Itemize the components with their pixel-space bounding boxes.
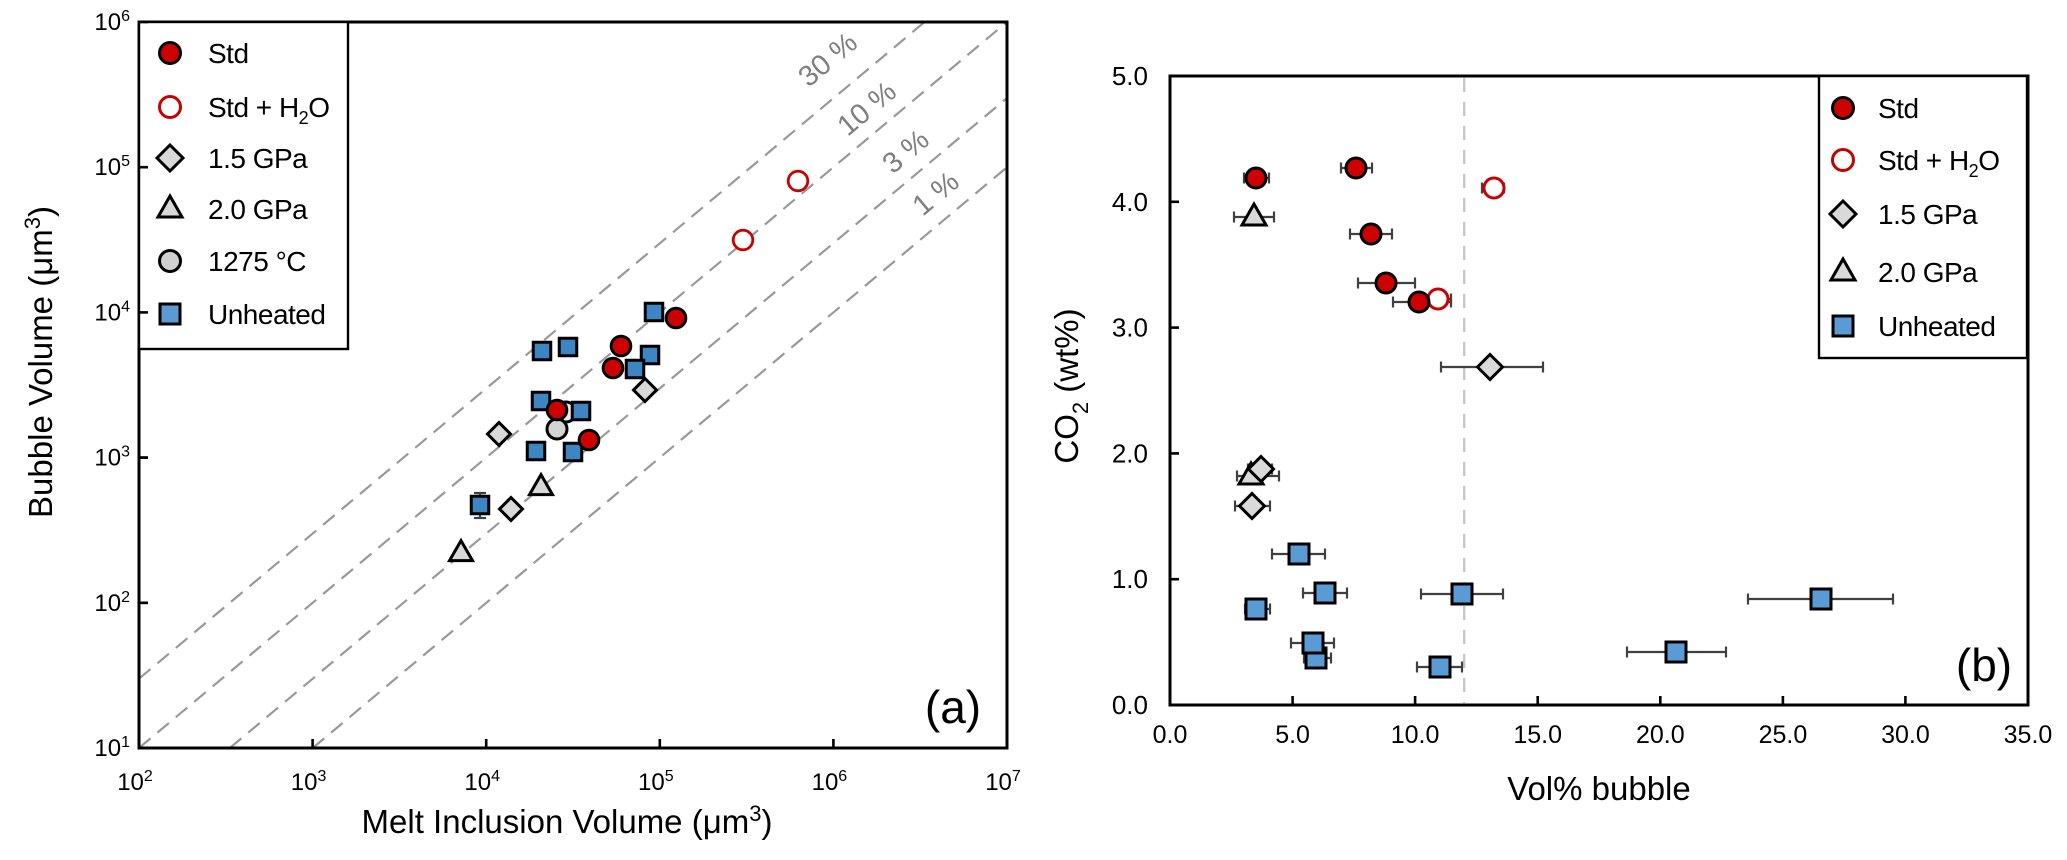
svg-text:5.0: 5.0 xyxy=(1275,721,1310,749)
svg-text:2.0: 2.0 xyxy=(1112,438,1148,468)
svg-text:35.0: 35.0 xyxy=(2004,721,2053,749)
svg-text:Unheated: Unheated xyxy=(1878,311,1995,342)
svg-text:1.0: 1.0 xyxy=(1112,564,1148,594)
svg-text:Unheated: Unheated xyxy=(208,299,325,330)
svg-text:Std: Std xyxy=(208,38,249,69)
svg-text:15.0: 15.0 xyxy=(1513,721,1562,749)
svg-text:Std: Std xyxy=(1878,93,1919,124)
svg-text:1.5 GPa: 1.5 GPa xyxy=(1878,199,1978,230)
svg-text:1.5 GPa: 1.5 GPa xyxy=(208,143,308,174)
svg-text:25.0: 25.0 xyxy=(1759,721,1808,749)
svg-text:(a): (a) xyxy=(925,681,981,733)
svg-text:4.0: 4.0 xyxy=(1112,187,1148,217)
svg-text:30.0: 30.0 xyxy=(1881,721,1930,749)
svg-text:5.0: 5.0 xyxy=(1112,61,1148,91)
svg-text:0.0: 0.0 xyxy=(1153,721,1188,749)
svg-text:20.0: 20.0 xyxy=(1636,721,1685,749)
svg-text:1275 °C: 1275 °C xyxy=(208,246,306,277)
svg-text:Bubble Volume (μm3): Bubble Volume (μm3) xyxy=(20,206,59,518)
svg-text:0.0: 0.0 xyxy=(1112,690,1148,720)
svg-text:2.0 GPa: 2.0 GPa xyxy=(208,194,308,225)
svg-text:2.0 GPa: 2.0 GPa xyxy=(1878,257,1978,288)
svg-text:Std + H2O: Std + H2O xyxy=(1878,145,1999,181)
svg-text:10.0: 10.0 xyxy=(1391,721,1440,749)
svg-text:Melt Inclusion Volume (μm3): Melt Inclusion Volume (μm3) xyxy=(362,801,773,840)
svg-text:(b): (b) xyxy=(1956,639,2012,691)
svg-text:Vol% bubble: Vol% bubble xyxy=(1507,770,1690,807)
svg-text:Std + H2O: Std + H2O xyxy=(208,92,329,128)
svg-text:3.0: 3.0 xyxy=(1112,313,1148,343)
